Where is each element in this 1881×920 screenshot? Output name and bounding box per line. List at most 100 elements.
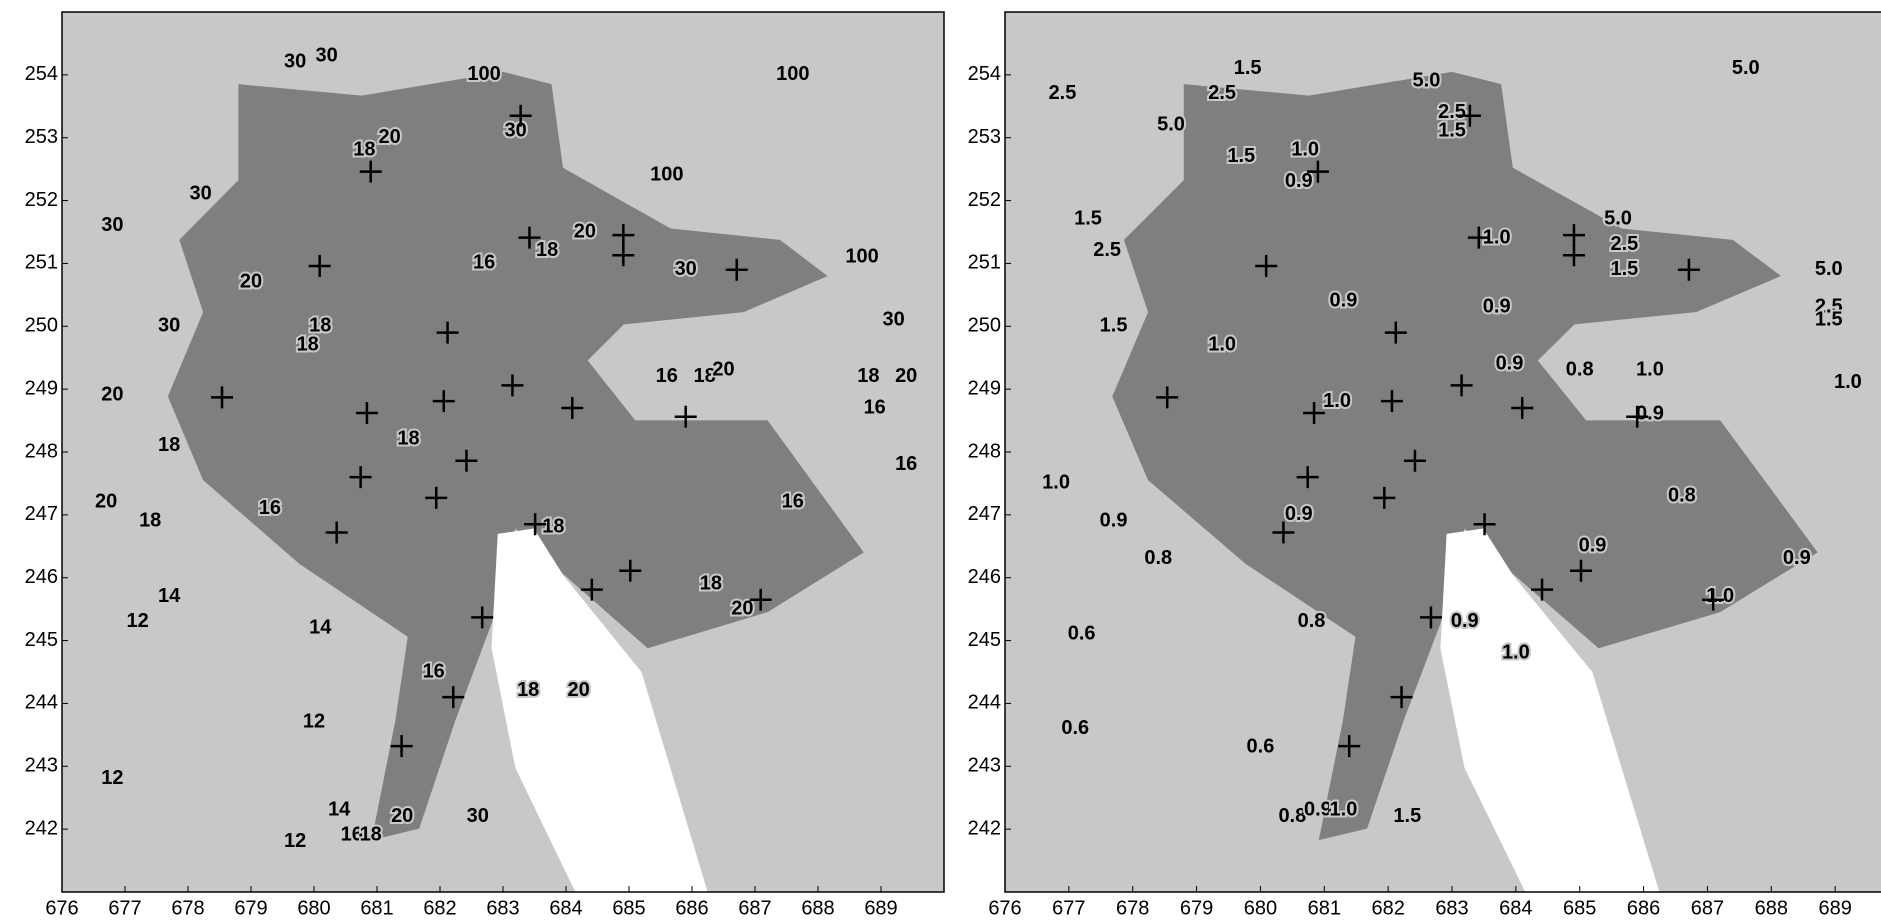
x-tick-label: 681 — [1308, 897, 1341, 919]
contour-label: 12 — [101, 767, 123, 789]
contour-label: 16 — [423, 660, 445, 682]
contour-label: 100 — [776, 63, 809, 85]
y-tick-label: 254 — [25, 63, 58, 85]
contour-label: 1.5 — [1611, 258, 1639, 280]
contour-label: 18 — [353, 139, 375, 161]
contour-label: 0.6 — [1247, 736, 1275, 758]
contour-label: 18 — [158, 434, 180, 456]
contour-label: 0.9 — [1451, 610, 1479, 632]
contour-label: 18 — [297, 333, 319, 355]
contour-label: 16 — [864, 396, 886, 418]
contour-label: 16 — [473, 252, 495, 274]
x-tick-label: 684 — [549, 897, 582, 919]
contour-label: 1.0 — [1208, 333, 1236, 355]
contour-label: 2.5 — [1049, 82, 1077, 104]
y-tick-label: 243 — [25, 755, 58, 777]
contour-label: 30 — [284, 51, 306, 73]
contour-label: 0.9 — [1579, 535, 1607, 557]
contour-label: 30 — [101, 214, 123, 236]
contour-label: 0.9 — [1483, 296, 1511, 318]
contour-label: 16 — [895, 453, 917, 475]
contour-label: 30 — [504, 120, 526, 142]
y-tick-label: 254 — [968, 63, 1001, 85]
contour-label: 100 — [845, 245, 878, 267]
x-tick-label: 680 — [1244, 897, 1277, 919]
contour-label: 0.8 — [1566, 359, 1594, 381]
contour-label: 16 — [259, 497, 281, 519]
contour-label: 0.9 — [1330, 289, 1358, 311]
contour-label: 16 — [656, 365, 678, 387]
y-tick-label: 245 — [968, 629, 1001, 651]
x-tick-label: 689 — [864, 897, 897, 919]
x-tick-label: 685 — [1563, 897, 1596, 919]
contour-label: 0.9 — [1304, 799, 1332, 821]
contour-label: 20 — [712, 359, 734, 381]
x-tick-label: 681 — [360, 897, 393, 919]
contour-label: 2.5 — [1093, 239, 1121, 261]
contour-label: 30 — [467, 805, 489, 827]
contour-label: 0.6 — [1068, 623, 1096, 645]
contour-label: 30 — [158, 315, 180, 337]
contour-label: 1.0 — [1706, 585, 1734, 607]
contour-label: 100 — [467, 63, 500, 85]
contour-label: 18 — [139, 509, 161, 531]
y-tick-label: 248 — [968, 440, 1001, 462]
contour-label: 20 — [391, 805, 413, 827]
contour-label: 1.0 — [1834, 371, 1862, 393]
contour-label: 30 — [675, 258, 697, 280]
contour-label: 14 — [328, 799, 351, 821]
contour-label: 20 — [895, 365, 917, 387]
x-tick-label: 688 — [801, 897, 834, 919]
x-tick-label: 679 — [234, 897, 267, 919]
contour-label: 1.0 — [1502, 641, 1530, 663]
contour-label: 0.9 — [1285, 503, 1313, 525]
x-tick-label: 685 — [612, 897, 645, 919]
x-tick-label: 678 — [1116, 897, 1149, 919]
contour-label: 1.5 — [1227, 145, 1255, 167]
contour-label: 1.5 — [1393, 805, 1421, 827]
x-tick-label: 684 — [1499, 897, 1532, 919]
contour-label: 1.5 — [1815, 308, 1843, 330]
y-tick-label: 252 — [968, 189, 1001, 211]
y-tick-label: 250 — [968, 315, 1001, 337]
contour-label: 18 — [700, 572, 722, 594]
x-tick-label: 676 — [988, 897, 1021, 919]
contour-label: 5.0 — [1732, 57, 1760, 79]
contour-label: 12 — [126, 610, 148, 632]
contour-label: 30 — [315, 44, 337, 66]
y-tick-label: 246 — [968, 566, 1001, 588]
contour-label: 0.6 — [1061, 717, 1089, 739]
y-tick-label: 248 — [25, 440, 58, 462]
contour-label: 12 — [284, 830, 306, 852]
x-tick-label: 687 — [1691, 897, 1724, 919]
contour-label: 100 — [650, 164, 683, 186]
contour-label: 18 — [542, 516, 564, 538]
y-tick-label: 242 — [25, 817, 58, 839]
map-figure: 30 30 100 100 30 20 18 100 30 30 20 18 16 30 100 20 30 18… — [0, 0, 1881, 920]
contour-label: 0.8 — [1144, 547, 1172, 569]
y-tick-label: 245 — [25, 629, 58, 651]
x-tick-label: 677 — [108, 897, 141, 919]
y-tick-label: 243 — [968, 755, 1001, 777]
contour-label: 0.9 — [1783, 547, 1811, 569]
contour-label: 0.9 — [1285, 170, 1313, 192]
map-panel: 30 30 100 100 30 20 18 100 30 30 20 18 16 30 100 20 30 18… — [62, 12, 944, 892]
contour-label: 14 — [309, 616, 332, 638]
contour-label: 1.0 — [1291, 139, 1319, 161]
contour-label: 18 — [360, 824, 382, 846]
y-tick-label: 251 — [25, 252, 58, 274]
contour-label: 20 — [95, 491, 117, 513]
y-tick-label: 251 — [968, 252, 1001, 274]
contour-label: 20 — [567, 679, 589, 701]
contour-label: 30 — [189, 183, 211, 205]
y-tick-label: 244 — [968, 692, 1001, 714]
contour-label: 0.8 — [1668, 484, 1696, 506]
contour-label: 1.0 — [1330, 799, 1358, 821]
y-tick-label: 247 — [25, 503, 58, 525]
contour-label: 2.5 — [1611, 233, 1639, 255]
contour-label: 0.9 — [1100, 509, 1128, 531]
contour-label: 18 — [857, 365, 879, 387]
contour-label: 1.5 — [1234, 57, 1262, 79]
x-tick-label: 683 — [1435, 897, 1468, 919]
